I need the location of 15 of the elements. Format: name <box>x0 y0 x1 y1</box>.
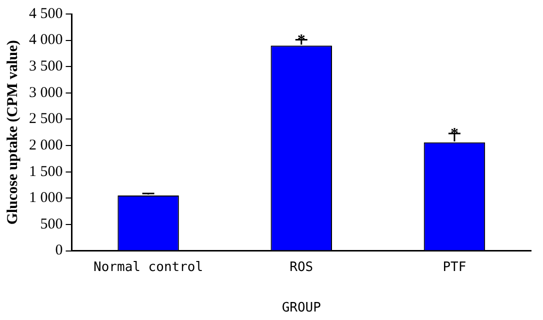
y-tick-label: 0 <box>55 242 63 259</box>
y-tick-label: 1 000 <box>29 190 63 206</box>
y-tick-label: 3 000 <box>29 84 63 101</box>
y-tick-label: 4 000 <box>29 32 63 48</box>
y-axis-title: Glucose uptake (CPM value) <box>4 40 21 225</box>
x-tick-label: Normal control <box>94 260 204 275</box>
x-axis-title: GROUP <box>282 300 322 316</box>
y-tick-label: 500 <box>40 216 63 232</box>
x-tick-label: PTF <box>442 260 466 275</box>
x-tick-label: ROS <box>290 260 314 275</box>
y-tick-label: 3 500 <box>29 58 63 75</box>
y-tick-label: 1 500 <box>29 164 63 180</box>
y-tick-label: 2 500 <box>29 111 63 128</box>
y-tick-label: 2 000 <box>29 137 63 154</box>
y-tick-label: 4 500 <box>29 6 63 22</box>
